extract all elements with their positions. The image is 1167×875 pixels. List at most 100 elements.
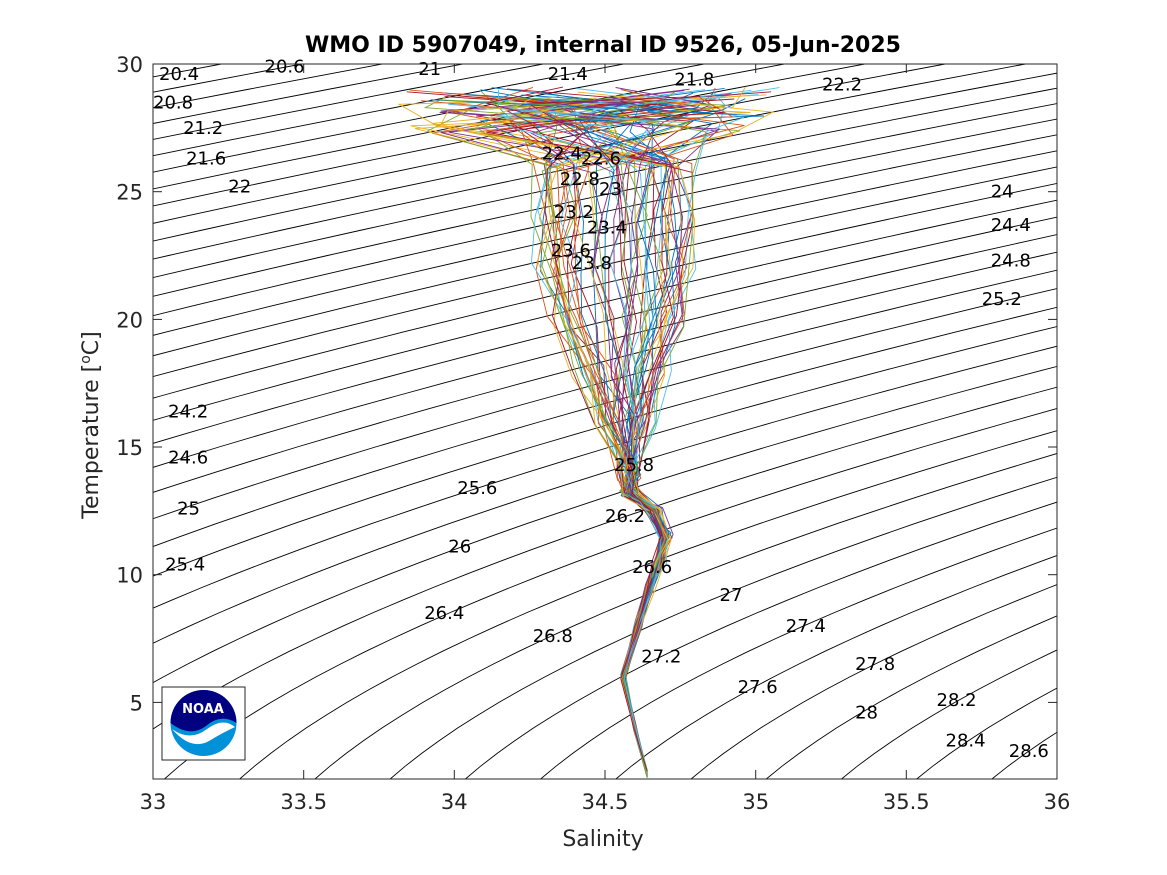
isopycnal-label: 21 <box>418 59 441 80</box>
isopycnal-line <box>163 408 1057 779</box>
isopycnal-label: 22.2 <box>822 74 862 95</box>
y-tick-label: 15 <box>116 436 143 460</box>
isopycnal-label: 21.4 <box>548 64 588 85</box>
isopycnal-label: 24.8 <box>991 251 1031 272</box>
isopycnal-label: 28.2 <box>937 690 977 711</box>
isopycnal-line <box>153 118 1057 317</box>
isopycnal-line <box>916 687 1057 779</box>
isopycnal-label: 24.6 <box>168 447 208 468</box>
isopycnal-label: 24.4 <box>991 215 1031 236</box>
isopycnal-label: 26 <box>448 537 471 558</box>
isopycnal-line <box>153 365 1057 684</box>
logo-seagull-wing <box>172 722 235 745</box>
isopycnal-label: 25 <box>177 498 200 519</box>
isopycnal-label: 26.4 <box>424 603 464 624</box>
profile-lines <box>397 86 780 778</box>
isopycnal-label: 20.8 <box>153 92 193 113</box>
x-tick-label: 35 <box>742 790 769 814</box>
isopycnal-label: 27.2 <box>641 646 681 667</box>
x-tick-label: 36 <box>1044 790 1071 814</box>
isopycnal-label: 28 <box>855 703 878 724</box>
isopycnal-label: 27.8 <box>855 654 895 675</box>
isopycnal-line <box>464 501 1057 779</box>
isopycnal-label: 21.2 <box>183 118 223 139</box>
x-axis-ticks: 33 33.5 34 34.5 35 35.5 36 <box>140 64 1071 814</box>
isopycnal-line <box>239 430 1057 779</box>
isopycnal-label: 24.2 <box>168 401 208 422</box>
x-axis-label: Salinity <box>562 827 643 852</box>
x-tick-label: 35.5 <box>883 790 930 814</box>
float-profile-line <box>507 89 752 772</box>
isopycnal-line <box>153 326 1057 609</box>
isopycnal-label: 27.6 <box>738 677 778 698</box>
isopycnal-line <box>153 251 1057 493</box>
isopycnal-line <box>153 103 1057 297</box>
isopycnal-line <box>153 64 707 173</box>
isopycnal-label: 22 <box>228 177 251 198</box>
isopycnal-line <box>153 64 627 157</box>
isopycnal-line <box>539 527 1057 779</box>
isopycnal-label: 23.2 <box>554 202 594 223</box>
y-axis-label-unit: C] <box>79 331 104 355</box>
float-profile-line <box>452 86 663 775</box>
isopycnal-label: 28.6 <box>1009 741 1049 762</box>
y-axis-label: Temperature [oC] <box>78 331 104 519</box>
logo-seagull-top <box>170 690 237 732</box>
isopycnal-labels: 20.4 20.6 21 21.4 21.8 22.2 20.8 21.2 21.622 22.4… <box>153 57 1049 762</box>
chart-title: WMO ID 5907049, internal ID 9526, 05-Jun… <box>305 33 901 58</box>
isopycnal-line <box>153 345 1057 644</box>
isopycnal-label: 22.6 <box>581 149 621 170</box>
isopycnal-line <box>153 72 1057 260</box>
isopycnal-line <box>153 288 1057 547</box>
y-tick-label: 30 <box>116 53 143 77</box>
y-tick-label: 20 <box>116 308 143 332</box>
isopycnal-label: 21.6 <box>186 149 226 170</box>
isopycnal-label: 26.6 <box>632 557 672 578</box>
y-tick-label: 5 <box>130 691 143 715</box>
y-axis-ticks: 5 10 15 20 25 30 <box>116 53 1057 715</box>
isopycnal-line <box>153 134 1057 336</box>
isopycnal-label: 23 <box>599 179 622 200</box>
isopycnal-label: 27.4 <box>786 616 826 637</box>
isopycnal-line <box>153 87 1057 279</box>
x-tick-label: 33.5 <box>280 790 327 814</box>
isopycnal-line <box>840 649 1057 779</box>
isopycnal-line <box>690 584 1057 779</box>
isopycnal-line <box>153 64 868 207</box>
y-tick-label: 25 <box>116 181 143 205</box>
y-tick-label: 10 <box>116 564 143 588</box>
isopycnal-label: 24 <box>991 182 1014 203</box>
isopycnal-label: 22.4 <box>542 143 582 164</box>
isopycnal-label: 22.8 <box>560 169 600 190</box>
x-tick-label: 33 <box>140 790 167 814</box>
isopycnal-line <box>153 269 1057 520</box>
isopycnal-line <box>153 64 948 224</box>
y-axis-label-main: Temperature [ <box>79 364 104 520</box>
float-profile-line <box>438 99 707 776</box>
isopycnal-label: 23.6 <box>551 240 591 261</box>
isopycnal-label: 20.6 <box>265 57 305 78</box>
isopycnal-line <box>153 234 1057 468</box>
isopycnal-line <box>765 615 1057 779</box>
float-profile-line <box>505 90 685 772</box>
float-profile-line <box>486 86 662 772</box>
noaa-logo: NOAA <box>161 686 246 761</box>
isopycnal-label: 23.8 <box>572 253 612 274</box>
isopycnal-label: 25.8 <box>614 455 654 476</box>
isopycnal-label: 25.4 <box>165 555 205 576</box>
y-axis-label-degree: o <box>78 355 94 364</box>
isopycnal-label: 28.4 <box>946 731 986 752</box>
isopycnal-line <box>153 64 787 190</box>
isopycnal-line <box>389 476 1057 779</box>
isopycnal-label: 25.2 <box>982 289 1022 310</box>
logo-text: NOAA <box>182 702 224 717</box>
isopycnal-line <box>314 453 1057 779</box>
isopycnal-label: 26.8 <box>533 626 573 647</box>
isopycnal-label: 23.4 <box>587 217 627 238</box>
isopycnal-line <box>153 216 1057 444</box>
x-tick-label: 34 <box>441 790 468 814</box>
isopycnal-label: 20.4 <box>159 64 199 85</box>
isopycnal-line <box>615 555 1057 779</box>
float-profile-line <box>517 98 666 774</box>
